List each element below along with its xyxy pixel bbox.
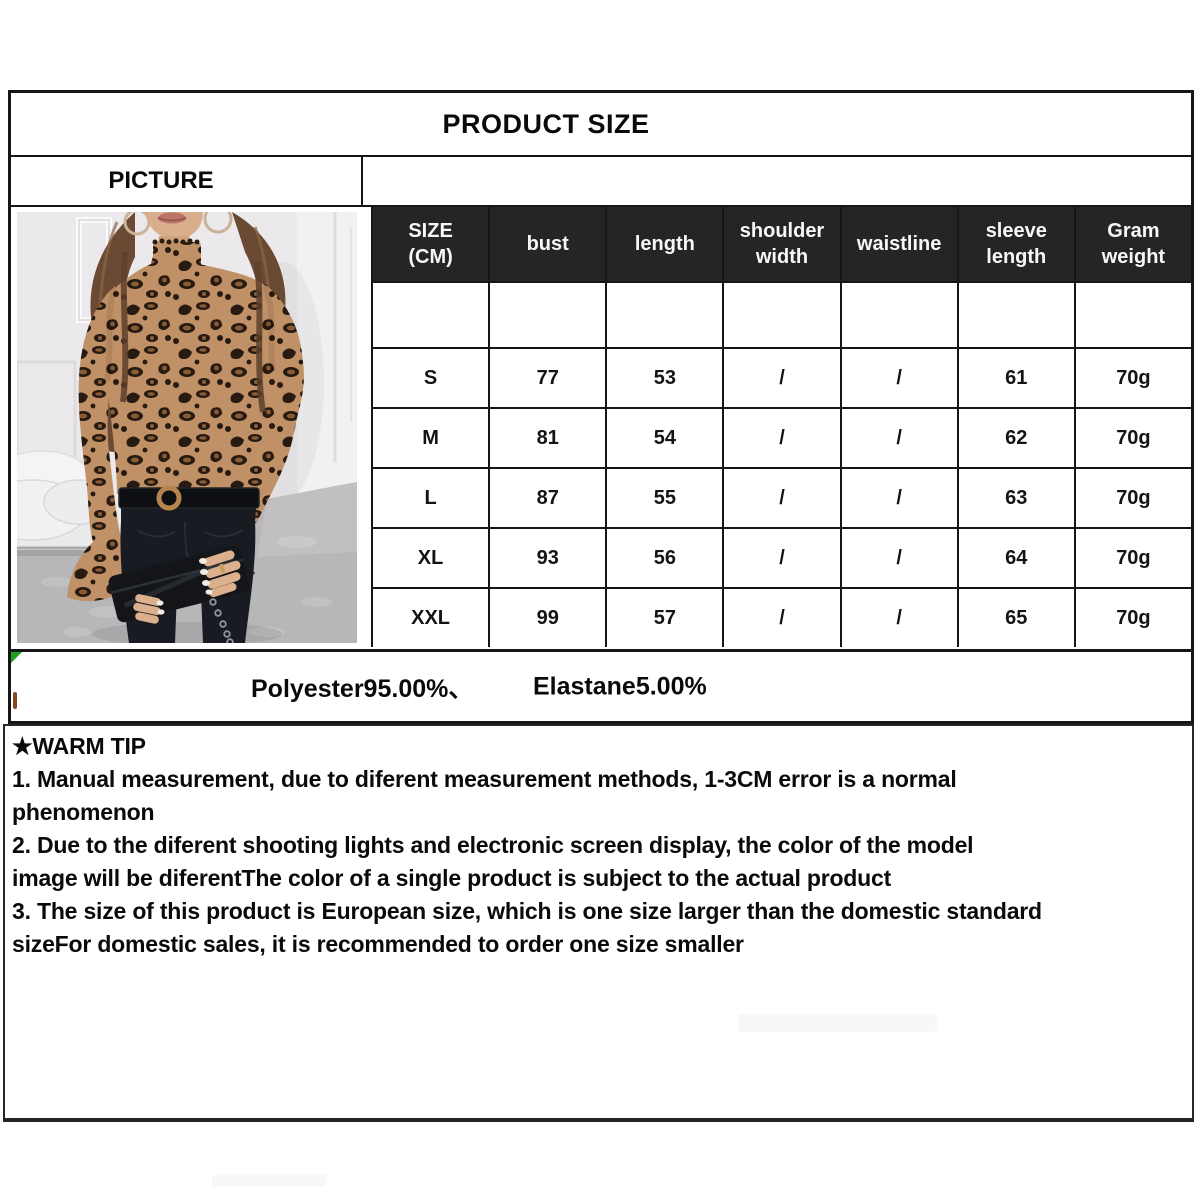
sleeve-length-cell: 62 bbox=[958, 409, 1074, 467]
sleeve-length-cell: 64 bbox=[958, 529, 1074, 587]
hands bbox=[133, 550, 241, 624]
length-cell: 56 bbox=[607, 529, 723, 587]
col-header-sleeve-length: sleeve length bbox=[958, 207, 1074, 281]
bust-cell: 87 bbox=[490, 469, 606, 527]
fabric-composition-row: Polyester95.00%、 Elastane5.00% bbox=[8, 652, 1194, 724]
gram-weight-cell: 70g bbox=[1075, 529, 1191, 587]
empty-cell bbox=[958, 283, 1074, 347]
length-cell: 53 bbox=[607, 349, 723, 407]
front-hair-strands bbox=[120, 251, 266, 413]
warm-tip-line: 2. Due to the diferent shooting lights a… bbox=[12, 832, 974, 858]
size-cell: XL bbox=[373, 529, 489, 587]
warm-tip-line: image will be diferentThe color of a sin… bbox=[12, 865, 892, 891]
size-table: SIZE (CM) bust length shoulder width waist… bbox=[373, 207, 1191, 647]
empty-cell bbox=[1075, 283, 1191, 347]
sheet-title-row: PRODUCT SIZE bbox=[11, 93, 1191, 157]
col-header-shoulder-width: shoulder width bbox=[724, 207, 840, 281]
warm-tip-box: ★WARM TIP 1. Manual measurement, due to … bbox=[3, 724, 1194, 1122]
empty-cell bbox=[724, 283, 840, 347]
col-header-waistline: waistline bbox=[841, 207, 957, 281]
left-edge-artifact bbox=[13, 692, 17, 709]
shoulder-width-cell: / bbox=[724, 529, 840, 587]
length-cell: 55 bbox=[607, 469, 723, 527]
size-cell: M bbox=[373, 409, 489, 467]
size-cell: L bbox=[373, 469, 489, 527]
waistline-cell: / bbox=[841, 349, 957, 407]
waistline-cell: / bbox=[841, 409, 957, 467]
warm-tip-line: 3. The size of this product is European … bbox=[12, 898, 1042, 924]
page-title: PRODUCT SIZE bbox=[442, 108, 650, 139]
left-sleeve bbox=[78, 286, 121, 542]
gram-weight-cell: 70g bbox=[1075, 409, 1191, 467]
length-cell: 57 bbox=[607, 589, 723, 647]
empty-cell bbox=[841, 283, 957, 347]
bust-cell: 81 bbox=[490, 409, 606, 467]
size-cell: S bbox=[373, 349, 489, 407]
excel-green-corner-marker bbox=[11, 652, 22, 663]
sleeve-length-cell: 61 bbox=[958, 349, 1074, 407]
empty-cell bbox=[607, 283, 723, 347]
waistline-cell: / bbox=[841, 589, 957, 647]
bag-chain bbox=[209, 598, 234, 643]
watermark-smudge bbox=[212, 1174, 327, 1187]
picture-header-cell: PICTURE bbox=[11, 157, 363, 205]
empty-cell bbox=[373, 283, 489, 347]
picture-label: PICTURE bbox=[108, 167, 214, 194]
col-header-size: SIZE (CM) bbox=[373, 207, 489, 281]
gram-weight-cell: 70g bbox=[1075, 469, 1191, 527]
product-photo bbox=[17, 212, 357, 643]
sleeve-length-cell: 65 bbox=[958, 589, 1074, 647]
warm-tip-line: 1. Manual measurement, due to diferent m… bbox=[12, 766, 957, 792]
waistline-cell: / bbox=[841, 469, 957, 527]
right-sleeve bbox=[215, 284, 304, 542]
fabric-elastane: Elastane5.00% bbox=[533, 672, 707, 700]
shoulder-width-cell: / bbox=[724, 469, 840, 527]
warm-tip-heading: ★WARM TIP bbox=[12, 733, 146, 759]
warm-tip-line: phenomenon bbox=[12, 799, 155, 825]
col-header-length: length bbox=[607, 207, 723, 281]
left-cuff bbox=[67, 538, 121, 602]
picture-header-filler bbox=[363, 157, 1191, 205]
bust-cell: 93 bbox=[490, 529, 606, 587]
content-row: SIZE (CM) bust length shoulder width waist… bbox=[11, 207, 1191, 647]
shoulder-width-cell: / bbox=[724, 409, 840, 467]
picture-header-row: PICTURE bbox=[11, 157, 1191, 207]
sleeve-length-cell: 63 bbox=[958, 469, 1074, 527]
waistline-cell: / bbox=[841, 529, 957, 587]
fabric-polyester: Polyester95.00%、 bbox=[251, 674, 474, 703]
size-cell: XXL bbox=[373, 589, 489, 647]
col-header-bust: bust bbox=[490, 207, 606, 281]
shoulder-width-cell: / bbox=[724, 349, 840, 407]
shoulder-width-cell: / bbox=[724, 589, 840, 647]
product-size-sheet: PRODUCT SIZE PICTURE bbox=[8, 90, 1194, 652]
gram-weight-cell: 70g bbox=[1075, 589, 1191, 647]
belt-buckle bbox=[156, 485, 182, 511]
warm-tip-line: sizeFor domestic sales, it is recommende… bbox=[12, 931, 744, 957]
watermark-smudge bbox=[738, 1014, 938, 1032]
ring bbox=[218, 563, 226, 574]
bust-cell: 99 bbox=[490, 589, 606, 647]
length-cell: 54 bbox=[607, 409, 723, 467]
model bbox=[67, 212, 304, 643]
bust-cell: 77 bbox=[490, 349, 606, 407]
picture-cell bbox=[11, 207, 373, 647]
col-header-gram-weight: Gram weight bbox=[1075, 207, 1191, 281]
empty-cell bbox=[490, 283, 606, 347]
gram-weight-cell: 70g bbox=[1075, 349, 1191, 407]
